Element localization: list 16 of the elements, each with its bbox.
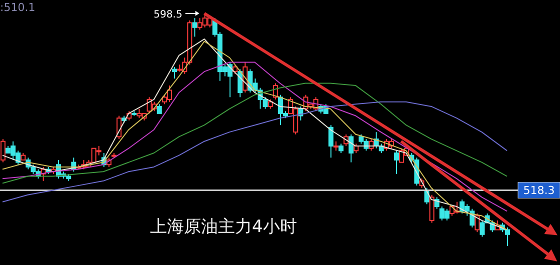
candlestick <box>238 68 243 98</box>
candlestick <box>333 140 338 152</box>
candlestick <box>156 104 162 114</box>
candlestick <box>172 66 178 80</box>
annotation: :510.1 <box>0 1 36 14</box>
candlestick <box>429 194 434 224</box>
text: 上海原油主力4小时 <box>150 216 297 238</box>
candlestick <box>328 124 334 158</box>
candlestick <box>192 18 198 38</box>
candlestick <box>268 99 273 110</box>
annotation: 598.5 <box>154 9 182 20</box>
annotation: 518.3 <box>523 184 555 198</box>
candlestick <box>338 143 344 154</box>
candlestick <box>474 212 480 233</box>
candlestick <box>394 150 400 174</box>
candlestick <box>348 134 354 163</box>
